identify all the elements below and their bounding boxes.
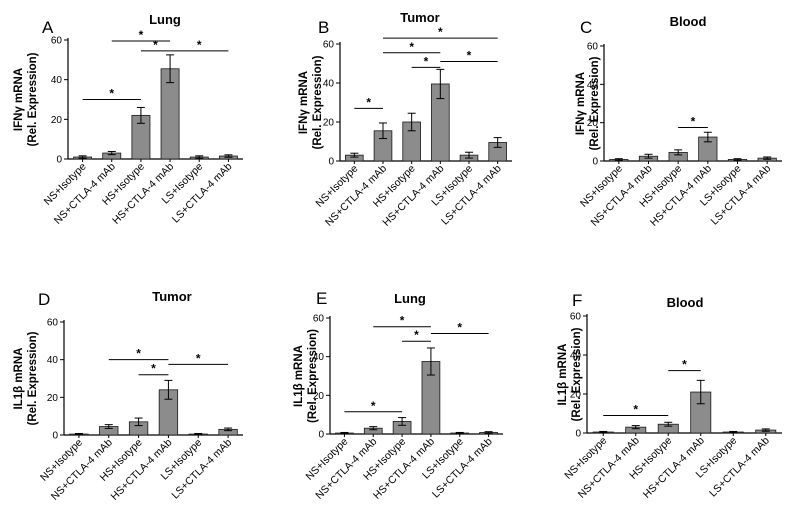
y-tick-label: 60 (51, 36, 63, 47)
significance-star: * (457, 320, 462, 334)
y-tick-label: 60 (323, 40, 335, 51)
y-axis-label: (Rel. Expression) (27, 52, 39, 146)
y-axis-label: IFNγ mRNA (298, 71, 310, 134)
y-axis-label: (Rel. Expression) (27, 331, 39, 425)
panel-letter: D (38, 290, 50, 309)
significance-star: * (414, 328, 419, 342)
panel-letter: E (316, 289, 327, 308)
y-tick-label: 0 (328, 157, 334, 168)
y-axis-label: IFNγ mRNA (575, 72, 587, 135)
y-tick-label: 60 (313, 314, 325, 325)
y-tick-label: 0 (56, 155, 62, 166)
significance-star: * (196, 351, 201, 365)
y-tick-label: 0 (52, 431, 58, 442)
y-tick-label: 40 (313, 352, 325, 363)
y-tick-label: 40 (323, 79, 335, 90)
panel-title: Blood (667, 295, 704, 310)
significance-star: * (682, 358, 687, 372)
y-tick-label: 60 (47, 318, 59, 329)
significance-star: * (197, 38, 202, 52)
panel-title: Blood (670, 14, 707, 29)
y-axis-label: (Rel. Expression) (589, 56, 601, 150)
y-tick-label: 40 (587, 80, 599, 91)
significance-star: * (151, 362, 156, 376)
significance-star: * (409, 40, 414, 54)
y-axis-label: IL1β mRNA (13, 348, 25, 410)
y-axis-label: IL1β mRNA (557, 344, 569, 406)
significance-star: * (691, 114, 696, 128)
significance-star: * (633, 402, 638, 416)
y-tick-label: 40 (51, 75, 63, 86)
y-tick-label: 60 (570, 312, 582, 323)
y-axis-label: IL1β mRNA (293, 345, 305, 407)
significance-star: * (136, 347, 141, 361)
panel-letter: C (580, 18, 592, 37)
significance-star: * (139, 28, 144, 42)
y-tick-label: 20 (323, 118, 335, 129)
panel-letter: B (318, 18, 329, 37)
panel-title: Tumor (152, 289, 191, 304)
significance-star: * (371, 399, 376, 413)
significance-star: * (438, 25, 443, 39)
panel-letter: F (572, 291, 582, 310)
panel-letter: A (42, 18, 54, 37)
significance-star: * (467, 49, 472, 63)
y-tick-label: 20 (51, 115, 63, 126)
panel-title: Tumor (400, 10, 439, 25)
y-tick-label: 20 (47, 393, 59, 404)
y-tick-label: 0 (575, 429, 581, 440)
significance-star: * (109, 87, 114, 101)
significance-star: * (424, 54, 429, 68)
y-axis-label: (Rel. Expression) (571, 327, 583, 421)
significance-star: * (366, 95, 371, 109)
y-tick-label: 40 (570, 351, 582, 362)
significance-star: * (400, 314, 405, 328)
y-axis-label: (Rel. Expression) (307, 329, 319, 423)
y-axis-label: IFNγ mRNA (13, 68, 25, 131)
y-axis-label: (Rel. Expression) (312, 55, 324, 149)
y-tick-label: 0 (592, 157, 598, 168)
y-tick-label: 20 (587, 118, 599, 129)
y-tick-label: 20 (313, 391, 325, 402)
y-tick-label: 20 (570, 390, 582, 401)
panel-title: Lung (149, 12, 181, 27)
x-tick-label: LS+CTLA-4 mAb (707, 435, 772, 500)
panel-title: Lung (394, 291, 426, 306)
y-tick-label: 40 (47, 355, 59, 366)
significance-star: * (153, 38, 158, 52)
y-tick-label: 60 (587, 42, 599, 53)
y-tick-label: 0 (318, 430, 324, 441)
